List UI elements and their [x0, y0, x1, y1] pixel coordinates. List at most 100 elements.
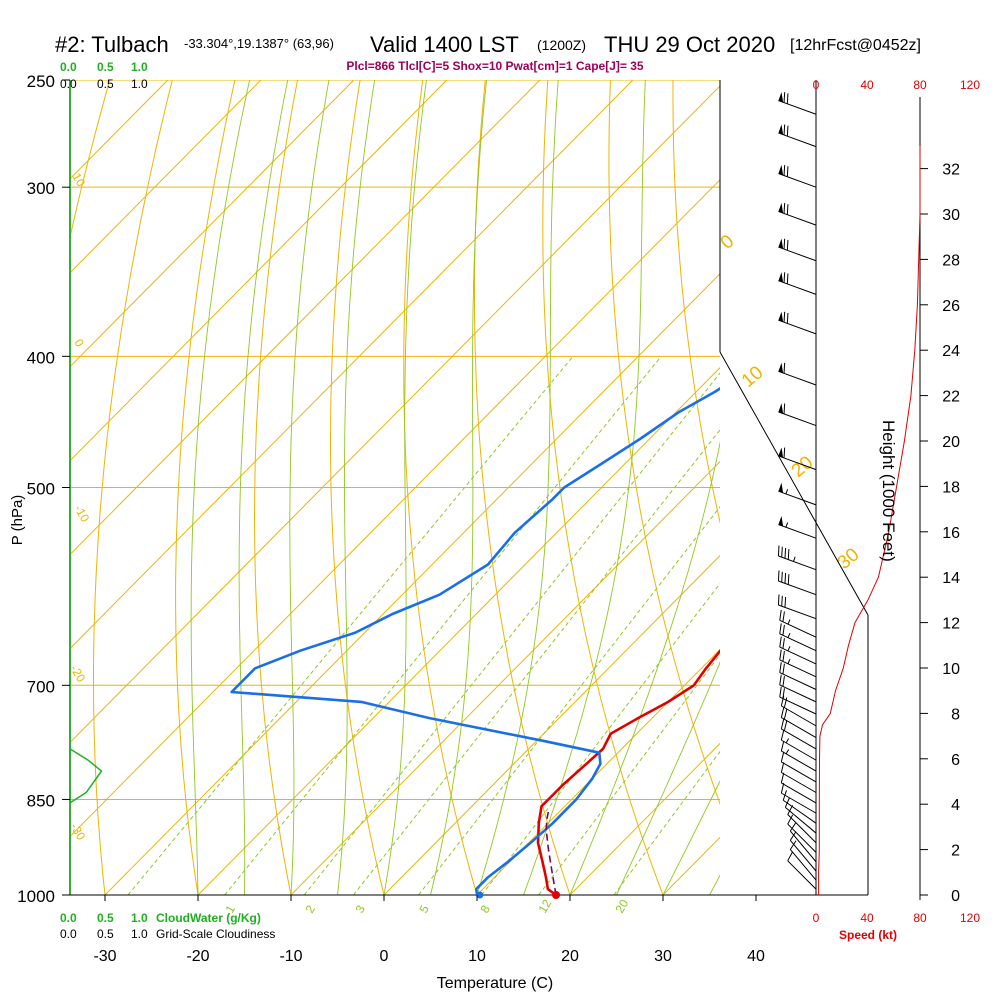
wind-barb: [777, 570, 817, 596]
speed-tick-top: 0: [813, 78, 820, 92]
wind-barb-half-feather: [787, 659, 791, 664]
wind-barb-feather: [786, 166, 789, 177]
dry-adiabat-line: [254, 80, 299, 895]
height-axis-title: Height (1000 Feet): [879, 420, 898, 562]
wind-barb: [779, 674, 817, 703]
cloudiness-tick-bottom: 1.0: [131, 927, 148, 941]
wind-barb-feather: [781, 571, 783, 583]
cloud-water-profile: [69, 748, 103, 804]
cloud-water-tick-bottom: 0.5: [97, 911, 114, 925]
cloud-water-tick-top: 0.0: [60, 60, 77, 74]
wind-barb-feather: [787, 851, 794, 862]
mixing-ratio-label: 20: [612, 897, 631, 916]
speed-tick-bottom: 120: [960, 911, 980, 925]
wind-barb-flag: [778, 447, 784, 458]
pressure-tick-label: 700: [27, 677, 55, 696]
wind-barb-staff: [789, 849, 817, 881]
wind-barb-staff: [779, 633, 817, 652]
temperature-tick-label: 0: [380, 948, 389, 965]
dry-adiabat-line: [921, 56, 1000, 924]
wind-barb-feather: [777, 594, 780, 606]
wind-barb-feather: [789, 822, 797, 832]
height-tick-label: 14: [942, 570, 960, 587]
wind-barb-staff: [789, 830, 817, 863]
wind-barb-staff: [789, 840, 817, 872]
wind-barb-staff: [779, 684, 817, 703]
wind-barb-flag: [778, 202, 784, 214]
wind-barb-staff: [781, 728, 817, 750]
wind-barb-flag: [778, 92, 784, 103]
wind-barb-staff: [778, 580, 817, 596]
wind-barb-half-feather: [787, 646, 791, 652]
wind-barb-staff: [787, 823, 817, 853]
wind-barb-half-feather: [792, 556, 796, 562]
isotherm-line: [849, 80, 1000, 895]
wind-barb-feather: [784, 596, 787, 608]
dry-adiabat-line: [608, 80, 720, 806]
height-tick-label: 4: [951, 797, 960, 814]
dry-adiabat-line: [175, 80, 236, 895]
wind-barb: [787, 814, 817, 853]
wind-barb-feather: [780, 718, 785, 730]
wind-barb-flag: [778, 272, 784, 283]
mixing-ratio-line: [224, 355, 662, 895]
wind-barb-half-feather: [787, 619, 791, 625]
isotherm-line: [197, 367, 720, 895]
height-tick-label: 10: [942, 661, 960, 678]
wind-barb-staff: [781, 739, 817, 761]
wind-barb-feather: [779, 609, 782, 621]
wind-barb: [778, 362, 817, 386]
wind-barb-feather: [784, 572, 787, 584]
wind-barb-feather: [782, 663, 785, 675]
temperature-tick-label: 10: [468, 948, 486, 965]
wind-barb-staff: [778, 411, 817, 427]
moist-adiabat-line: [430, 80, 488, 895]
speed-axis-title: Speed (kt): [839, 928, 897, 942]
stability-indices: Plcl=866 Tlcl[C]=5 Shox=10 Pwat[cm]=1 Ca…: [346, 59, 643, 73]
wind-barb-feather: [789, 840, 797, 850]
wind-barb: [779, 662, 817, 690]
station-title: #2: Tulbach: [55, 32, 169, 57]
wind-barb-staff: [781, 750, 817, 772]
dry-adiabat-label: 10: [69, 171, 88, 190]
wind-barb: [789, 831, 817, 872]
series-line-dewpoint: [230, 386, 720, 895]
pressure-tick-label: 250: [27, 72, 55, 91]
pressure-tick-label: 850: [27, 791, 55, 810]
wind-barb-feather: [782, 624, 785, 636]
wind-barb: [780, 718, 817, 750]
wind-barb-feather: [783, 708, 788, 720]
height-tick-label: 28: [942, 252, 960, 269]
wind-barb: [779, 636, 817, 665]
isotherm-line: [70, 80, 634, 650]
cloud-water-tick-top: 0.5: [97, 60, 114, 74]
cloudiness-tick-bottom: 0.5: [97, 927, 114, 941]
wind-barb-feather: [783, 92, 786, 103]
wind-barb: [780, 729, 817, 761]
wind-barb-feather: [779, 686, 782, 698]
wind-barb: [778, 92, 817, 115]
moist-adiabat-line: [523, 80, 646, 895]
cloud-water-tick-bottom: 1.0: [131, 911, 148, 925]
wind-barb-feather: [777, 545, 780, 557]
moist-adiabat-line: [337, 80, 376, 895]
wind-barb-flag: [778, 403, 784, 414]
isotherm-line: [476, 648, 720, 895]
moist-adiabat-line: [383, 80, 427, 895]
wind-barb-feather: [783, 362, 786, 374]
wind-barb-feather: [779, 636, 782, 648]
cloud-water-tick-top: 1.0: [131, 60, 148, 74]
cloudiness-tick-top: 0.5: [97, 77, 114, 91]
mixing-ratio-label: 12: [535, 897, 554, 916]
dry-adiabat-label: -10: [71, 503, 92, 525]
isotherm-line: [70, 80, 355, 368]
cloudiness-tick-top: 0.0: [60, 77, 77, 91]
wind-barb-feather: [779, 649, 782, 661]
dry-adiabat-line: [735, 56, 957, 924]
wind-barb-feather: [782, 651, 785, 662]
station-coords: -33.304°,19.1387° (63,96): [184, 36, 334, 51]
wind-barb-staff: [778, 132, 817, 148]
cloudiness-tick-top: 1.0: [131, 77, 148, 91]
cloudiness-label: Grid-Scale Cloudiness: [156, 927, 275, 941]
wind-barb: [779, 609, 817, 638]
